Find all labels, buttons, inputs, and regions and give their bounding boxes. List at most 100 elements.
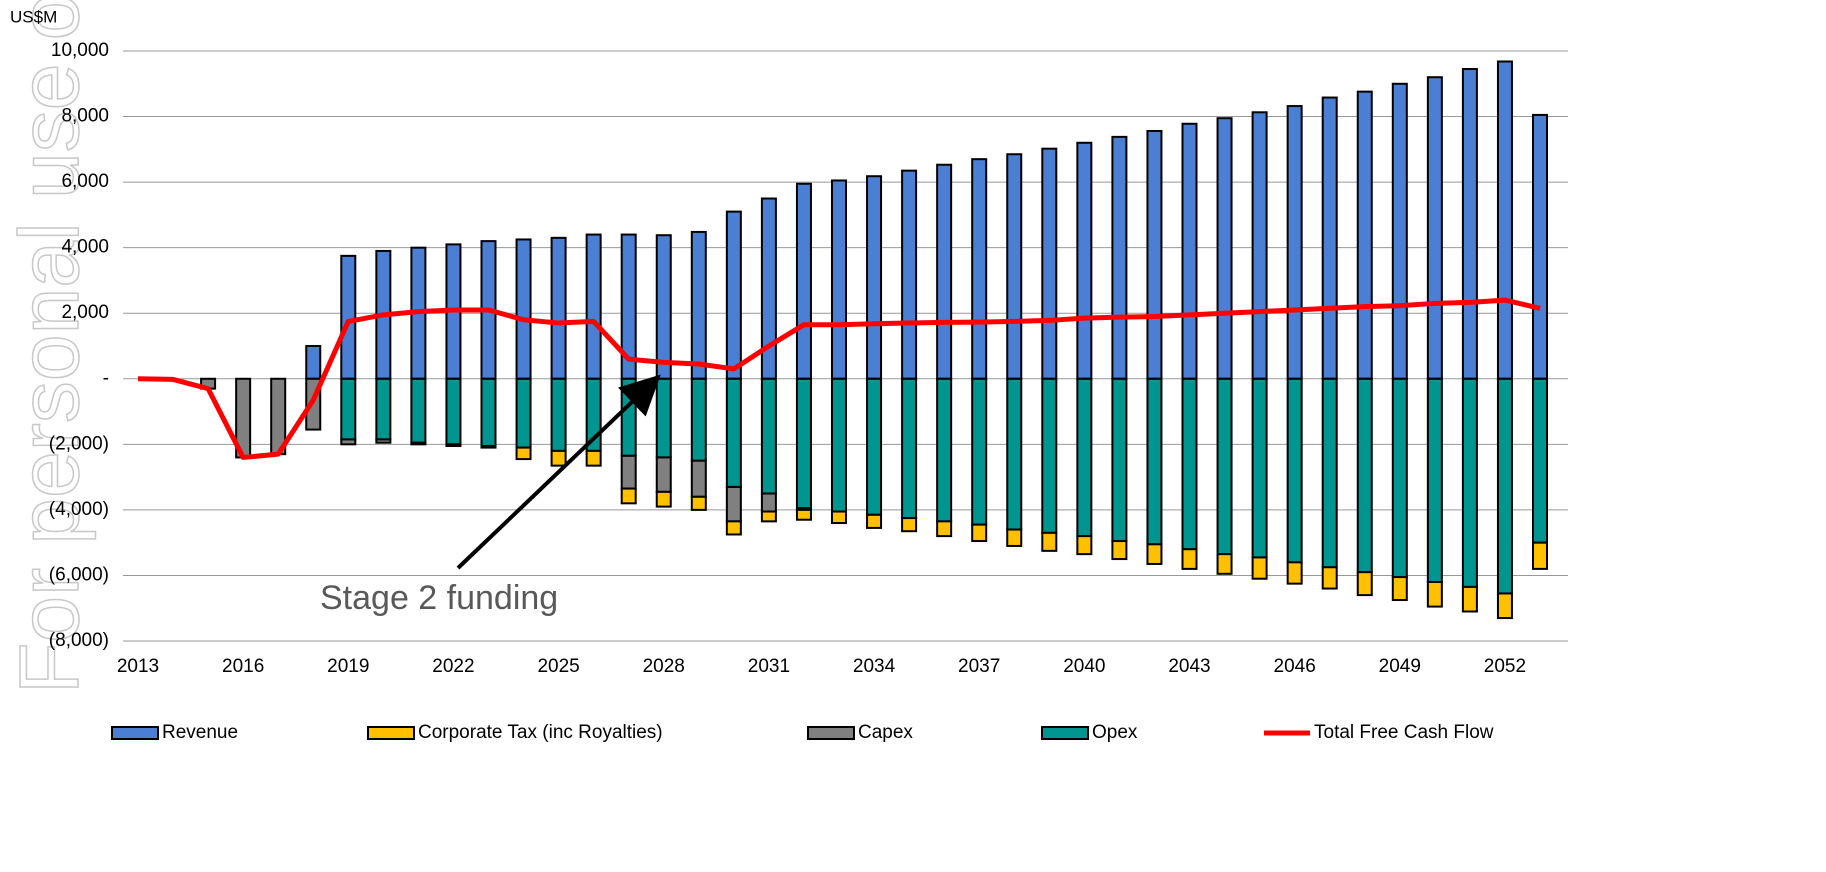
bar — [1356, 90, 1373, 380]
legend-swatch — [1041, 726, 1089, 740]
bar — [901, 169, 918, 380]
annotation: Stage 2 funding — [320, 579, 558, 617]
bar — [795, 508, 812, 521]
bar — [655, 234, 672, 380]
line-series — [137, 297, 1541, 460]
bar — [375, 438, 392, 444]
bar — [1076, 377, 1093, 538]
bar — [866, 377, 883, 516]
x-tick-label: 2022 — [432, 656, 474, 677]
bar — [585, 233, 602, 380]
x-tick-label: 2025 — [537, 656, 579, 677]
legend-swatch — [367, 726, 415, 740]
bar — [690, 230, 707, 380]
bar — [620, 454, 637, 490]
bar — [340, 438, 357, 446]
bar — [550, 377, 567, 452]
bar — [655, 456, 672, 493]
bar — [445, 443, 462, 447]
bar — [445, 377, 462, 446]
bar — [1426, 76, 1443, 380]
y-tick-label: 4,000 — [61, 237, 109, 258]
bar — [690, 459, 707, 498]
bar — [1532, 113, 1548, 380]
bar — [760, 510, 777, 523]
bar — [1111, 135, 1128, 380]
bar — [1461, 585, 1478, 613]
bar — [410, 441, 427, 446]
bar — [1532, 541, 1548, 570]
y-tick-label: (8,000) — [49, 630, 109, 651]
x-tick-label: 2013 — [117, 656, 159, 677]
bar — [305, 345, 322, 380]
bar — [1321, 566, 1338, 590]
bar — [1076, 141, 1093, 380]
bar — [1496, 60, 1513, 380]
x-tick-label: 2034 — [853, 656, 896, 677]
y-tick-label: 6,000 — [61, 171, 109, 192]
bar — [1286, 377, 1303, 564]
bar — [515, 238, 532, 380]
bar — [515, 446, 532, 461]
bar — [1111, 377, 1128, 543]
bar — [1496, 592, 1513, 620]
bar — [1181, 122, 1198, 380]
bar — [1321, 377, 1338, 569]
bar — [1251, 377, 1268, 559]
bar — [1146, 543, 1163, 565]
bar — [620, 487, 637, 505]
bar — [1321, 96, 1338, 380]
bar — [690, 495, 707, 511]
bar — [1216, 377, 1233, 556]
x-tick-label: 2028 — [643, 656, 685, 677]
x-tick-label: 2052 — [1484, 656, 1526, 677]
bar — [901, 377, 918, 520]
bar — [795, 182, 812, 380]
bar — [795, 377, 812, 510]
bar — [1006, 528, 1023, 547]
bar — [1006, 153, 1023, 380]
bar — [340, 377, 357, 441]
y-tick-label: - — [103, 368, 109, 389]
bar — [901, 517, 918, 533]
bar — [1111, 540, 1128, 561]
bar — [760, 492, 777, 513]
legend-label: Revenue — [162, 722, 238, 743]
bar — [1216, 117, 1233, 380]
y-tick-label: 10,000 — [51, 40, 109, 61]
bar — [831, 377, 847, 513]
bar — [620, 377, 637, 457]
bar — [1391, 82, 1408, 380]
bar — [655, 490, 672, 508]
legend-label: Opex — [1092, 722, 1138, 743]
y-axis-label: US$M — [10, 7, 57, 26]
y-tick-label: (4,000) — [49, 499, 109, 520]
bar — [1076, 535, 1093, 556]
y-tick-label: (6,000) — [49, 564, 109, 585]
bar — [1181, 548, 1198, 570]
bar — [831, 179, 847, 380]
bar — [760, 377, 777, 495]
bar — [480, 377, 497, 447]
bar — [725, 377, 742, 488]
legend-label: Corporate Tax (inc Royalties) — [418, 722, 663, 743]
bar — [690, 377, 707, 462]
bar — [375, 377, 392, 441]
bar — [1146, 377, 1163, 546]
x-tick-label: 2031 — [748, 656, 790, 677]
bar — [725, 520, 742, 536]
bar — [410, 377, 427, 444]
bar — [340, 254, 357, 380]
bar — [1181, 377, 1198, 551]
bar — [1356, 377, 1373, 574]
bar — [1041, 147, 1058, 380]
bar — [1041, 531, 1058, 552]
bar — [1461, 68, 1478, 380]
bar — [1532, 377, 1548, 544]
bar — [936, 520, 953, 538]
bar — [1286, 561, 1303, 585]
legend-label: Total Free Cash Flow — [1314, 722, 1494, 743]
bar — [1286, 105, 1303, 380]
bar — [971, 523, 988, 543]
bar — [1391, 377, 1408, 579]
